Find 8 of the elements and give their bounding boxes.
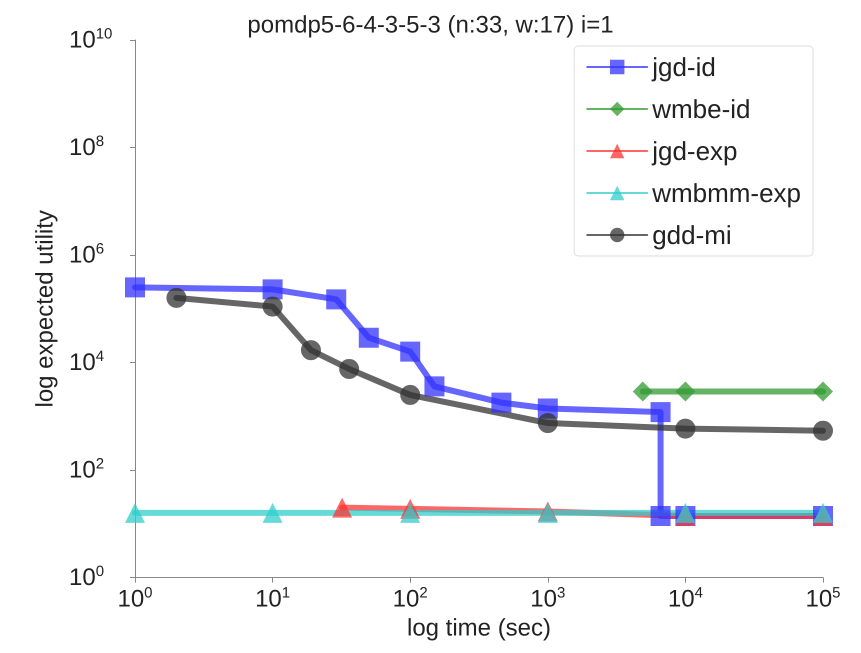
legend-label: gdd-mi bbox=[652, 220, 732, 250]
legend-label: wmbe-id bbox=[651, 94, 750, 124]
legend-label: wmbmm-exp bbox=[651, 178, 802, 208]
x-axis-title: log time (sec) bbox=[406, 614, 552, 642]
chart-title: pomdp5-6-4-3-5-3 (n:33, w:17) i=1 bbox=[247, 12, 614, 38]
y-axis-title: log expected utility bbox=[32, 210, 58, 408]
legend-label: jgd-id bbox=[651, 52, 716, 82]
legend-label: jgd-exp bbox=[651, 136, 738, 166]
